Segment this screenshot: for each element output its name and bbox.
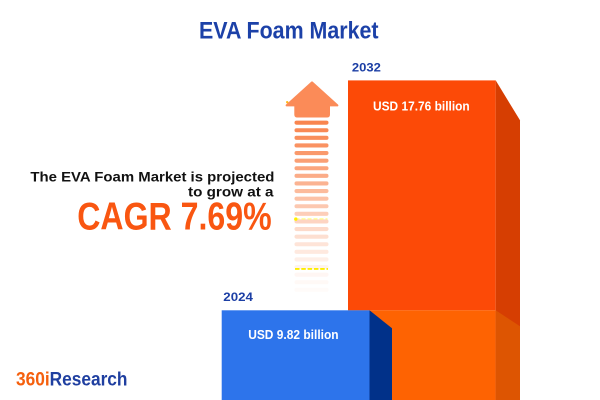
svg-text:2024: 2024 bbox=[223, 290, 253, 304]
svg-text:CAGR 7.69%: CAGR 7.69% bbox=[77, 196, 272, 239]
svg-text:The EVA Foam Market is project: The EVA Foam Market is projected bbox=[30, 169, 274, 184]
svg-text:EVA Foam Market: EVA Foam Market bbox=[199, 18, 379, 45]
svg-text:2032: 2032 bbox=[352, 61, 381, 75]
svg-text:360iResearch: 360iResearch bbox=[16, 370, 128, 391]
svg-text:USD 17.76 billion: USD 17.76 billion bbox=[373, 99, 470, 114]
svg-text:to grow at a: to grow at a bbox=[188, 184, 274, 199]
svg-text:USD 9.82 billion: USD 9.82 billion bbox=[248, 327, 338, 342]
